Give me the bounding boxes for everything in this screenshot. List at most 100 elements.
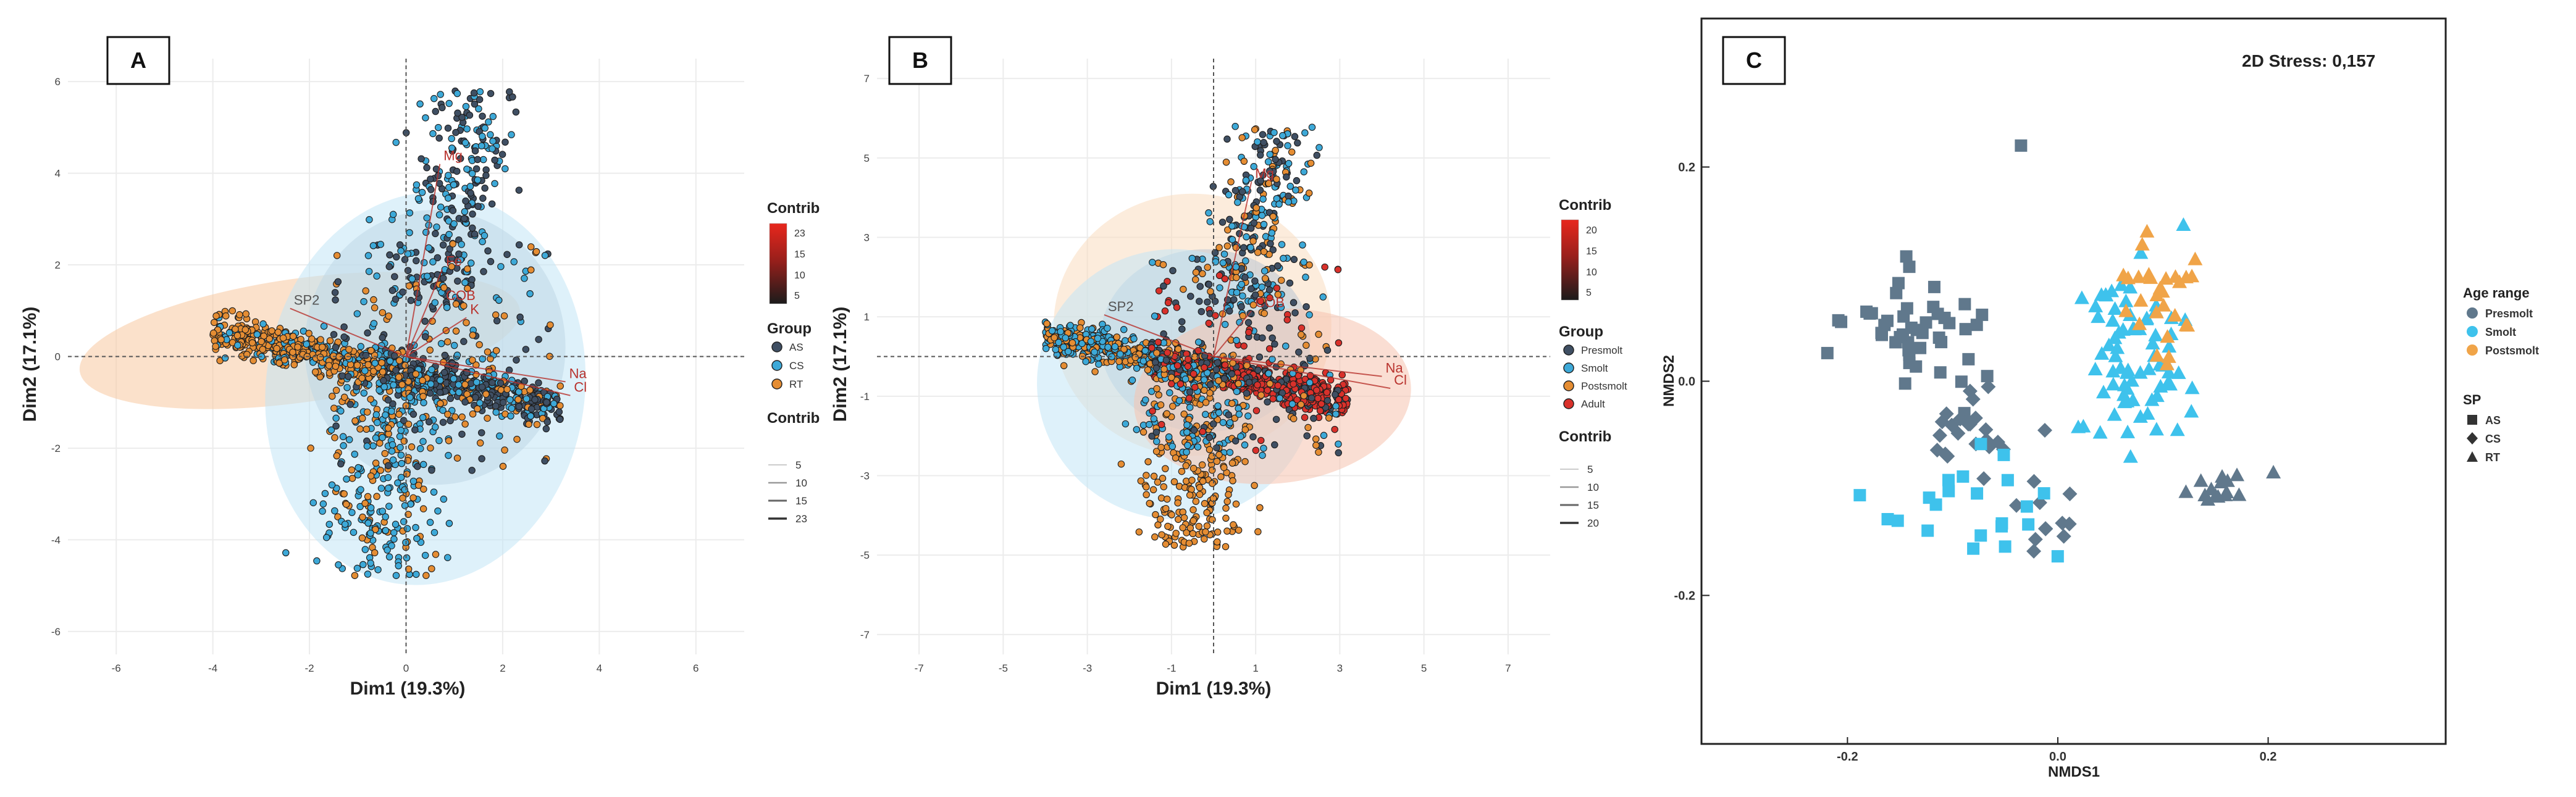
point-postsmolt	[1278, 277, 1285, 284]
point-cs	[461, 278, 469, 286]
point-postsmolt	[1198, 461, 1206, 469]
panel-a-ylabel: Dim2 (17.1%)	[20, 307, 40, 422]
point-cs	[357, 486, 364, 493]
point-cs	[397, 427, 405, 434]
point-as	[432, 230, 439, 238]
point-postsmolt	[1076, 324, 1084, 332]
point-cs	[492, 408, 500, 416]
point-cs	[359, 561, 367, 569]
point-as	[535, 379, 542, 386]
variable-label: Cl	[1394, 372, 1407, 388]
point-adult	[1252, 446, 1260, 454]
panel-b-contrib-label: 15	[1587, 499, 1599, 511]
point-postsmolt	[1240, 157, 1248, 165]
variable-label: COB	[1255, 295, 1285, 311]
point-postsmolt	[1230, 351, 1237, 359]
point-smolt	[1254, 138, 1261, 146]
point-postsmolt	[1204, 264, 1212, 271]
point-cs	[425, 244, 433, 252]
point-as	[515, 241, 523, 249]
point-presmolt	[1293, 177, 1301, 185]
point-cs	[385, 553, 393, 561]
y-tick-label: -6	[51, 626, 61, 638]
point-postsmolt	[1202, 399, 1210, 406]
point-as	[482, 172, 490, 179]
nmds-point-smolt-as	[1957, 470, 1970, 483]
point-postsmolt	[1180, 514, 1188, 522]
point-cs	[444, 554, 451, 561]
point-adult	[1331, 425, 1338, 433]
point-smolt	[1300, 258, 1307, 266]
point-rt	[370, 367, 377, 375]
point-cs	[468, 170, 476, 177]
panel-a-legend-label-as: AS	[789, 341, 803, 353]
point-rt	[340, 490, 348, 498]
point-cs	[427, 380, 435, 388]
point-cs	[489, 137, 497, 145]
point-adult	[1317, 400, 1325, 408]
point-cs	[413, 535, 421, 542]
point-as	[389, 400, 396, 407]
point-smolt	[1228, 222, 1236, 230]
point-smolt	[1133, 364, 1141, 372]
point-cs	[360, 390, 368, 397]
point-cs	[371, 359, 379, 367]
point-postsmolt	[1149, 486, 1157, 494]
point-postsmolt	[1170, 541, 1178, 549]
point-cs	[431, 299, 439, 306]
point-as	[460, 338, 468, 345]
point-smolt	[1052, 346, 1060, 353]
point-smolt	[1186, 404, 1194, 411]
x-tick-label: 2	[500, 662, 505, 674]
point-as	[471, 147, 479, 155]
point-as	[479, 112, 486, 120]
point-cs	[491, 180, 498, 188]
point-cs	[386, 357, 394, 365]
point-postsmolt	[1191, 276, 1199, 283]
point-as	[478, 455, 485, 462]
point-postsmolt	[1230, 521, 1237, 528]
point-smolt	[1214, 402, 1222, 410]
variable-label: Na	[569, 365, 587, 381]
point-as	[384, 462, 392, 469]
point-adult	[1338, 371, 1346, 379]
point-postsmolt	[1196, 491, 1204, 498]
point-rt	[371, 304, 379, 312]
point-cs	[463, 165, 471, 173]
point-as	[444, 124, 452, 132]
point-rt	[217, 336, 225, 343]
point-adult	[1298, 324, 1306, 332]
point-presmolt	[1162, 356, 1170, 364]
point-cs	[390, 535, 398, 543]
nmds-point-smolt-as	[1942, 485, 1955, 498]
nmds-point-smolt-as	[2020, 500, 2033, 513]
point-presmolt	[1313, 151, 1321, 159]
point-smolt	[1241, 441, 1249, 449]
point-rt	[273, 344, 280, 353]
point-cs	[395, 562, 403, 570]
point-smolt	[1153, 438, 1160, 445]
point-as	[458, 430, 466, 438]
point-as	[362, 351, 370, 359]
point-cs	[331, 507, 338, 515]
x-tick-label: -7	[915, 662, 924, 674]
point-postsmolt	[1241, 457, 1249, 465]
point-rt	[401, 361, 409, 369]
x-tick-label: 0.0	[2049, 750, 2066, 764]
point-rt	[222, 312, 230, 320]
point-smolt	[1275, 201, 1283, 208]
point-postsmolt	[1222, 158, 1230, 166]
point-postsmolt	[1157, 443, 1165, 451]
point-postsmolt	[1203, 522, 1211, 530]
point-presmolt	[1225, 307, 1233, 315]
y-tick-label: 2	[55, 259, 61, 271]
panel-c-letter: C	[1746, 48, 1762, 73]
point-rt	[448, 263, 455, 270]
point-presmolt	[1206, 381, 1214, 388]
point-as	[388, 286, 396, 294]
point-postsmolt	[1189, 517, 1198, 525]
point-cs	[437, 203, 445, 211]
y-tick-label: -5	[860, 549, 870, 561]
point-rt	[268, 327, 275, 335]
